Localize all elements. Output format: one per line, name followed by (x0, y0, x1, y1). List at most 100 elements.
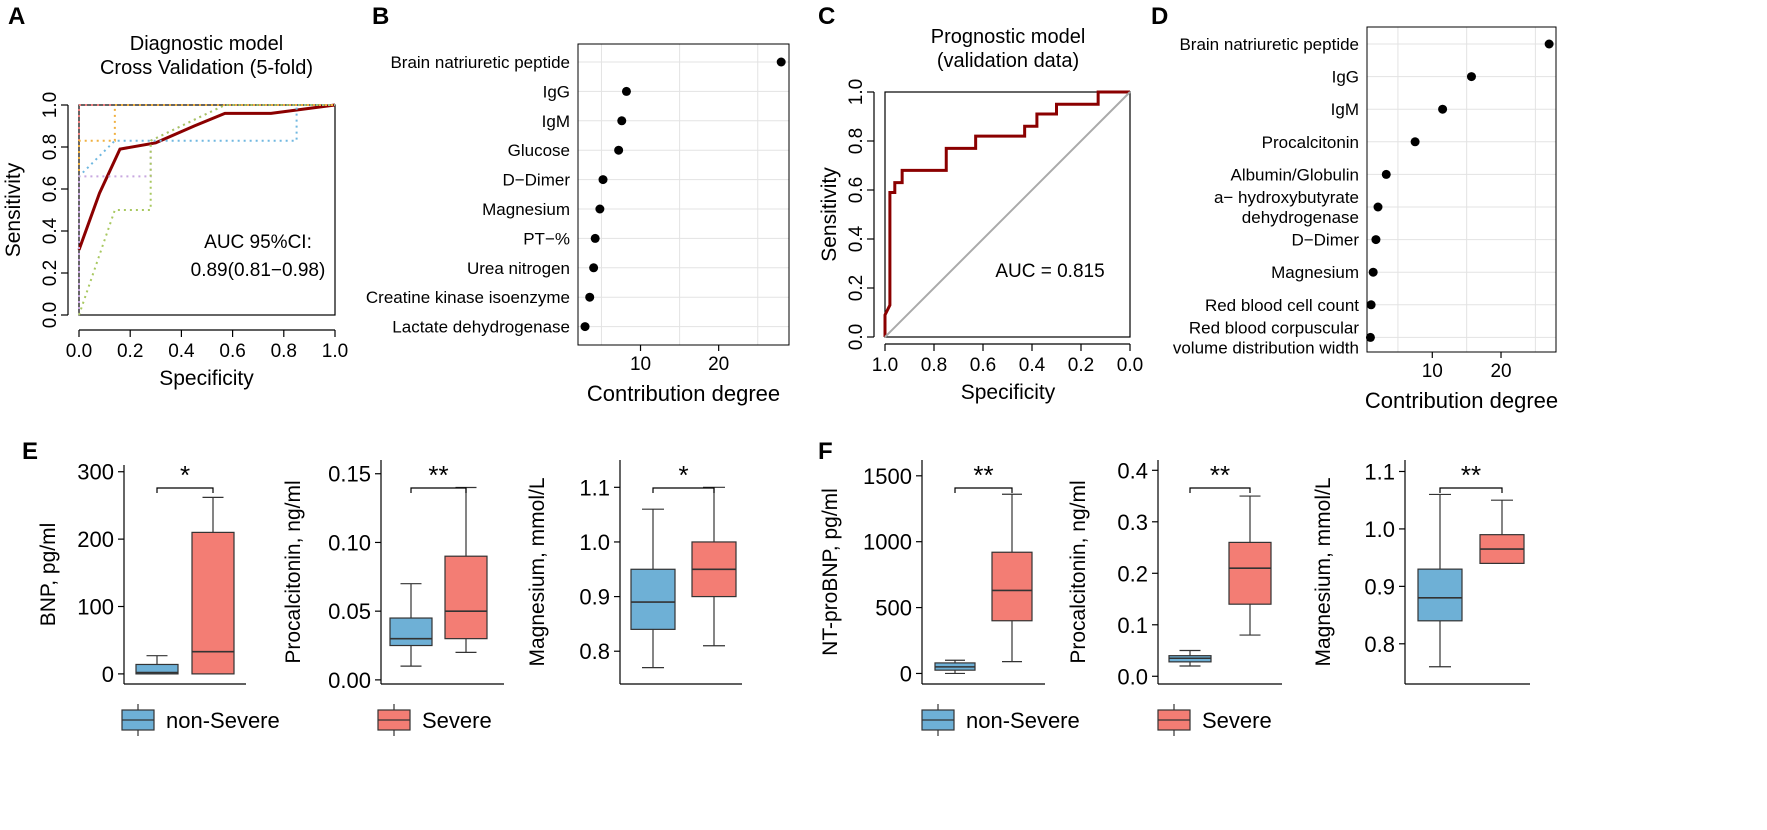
panel-a: A Diagnostic model Cross Validation (5-fol… (2, 3, 348, 390)
y-axis-label: NT-proBNP, pg/ml (819, 488, 842, 656)
y-tick-label: 0.0 (846, 324, 867, 350)
y-tick-label: 1.0 (40, 92, 61, 118)
roc-series-fold4 (78, 104, 335, 315)
x-axis-label: Specificity (961, 381, 1056, 404)
x-tick-label: 0.8 (271, 341, 297, 362)
y-axis-label: Procalcitonin, ng/ml (1067, 480, 1090, 663)
dot-2 (1466, 72, 1476, 82)
category-label: Magnesium (482, 200, 570, 219)
y-tick-label: 1.1 (579, 475, 610, 500)
y-tick-label: 0.0 (40, 302, 61, 328)
auc-annotation: AUC 95%CI: 0.89(0.81−0.98) (191, 232, 326, 281)
dot-2 (621, 86, 631, 96)
auc-annotation: AUC = 0.815 (995, 261, 1104, 282)
dot-4 (614, 145, 624, 155)
roc-series-fold5 (78, 104, 335, 316)
y-tick-label: 0.9 (579, 585, 610, 610)
box-non-severe (389, 617, 433, 647)
x-tick-label: 0.0 (1117, 355, 1143, 376)
dot-5 (598, 175, 608, 185)
significance-bracket (410, 487, 467, 493)
grid (578, 44, 789, 345)
y-tick-label: 0 (102, 662, 114, 687)
dot-10 (580, 322, 590, 332)
x-tick-label: 0.6 (970, 355, 996, 376)
plot-frame (577, 43, 790, 346)
legend-non-severe-label: non-Severe (966, 708, 1080, 733)
chart-title: Diagnostic model Cross Validation (5-fold… (100, 33, 313, 79)
panel-letter-c: C (818, 3, 835, 30)
category-label: Magnesium (1271, 263, 1359, 282)
panel-b: B 10 20 Brain natriuretic peptide IgG IgM Gluc… (366, 3, 790, 406)
y-tick-label: 0.2 (40, 260, 61, 286)
panel-letter-f: F (818, 438, 833, 465)
y-tick-label: 1500 (863, 464, 912, 489)
grid (1367, 27, 1556, 352)
significance-bracket (1189, 487, 1251, 493)
y-axis-label: Sensitivity (818, 167, 841, 262)
y-tick-label: 1.0 (579, 530, 610, 555)
x-tick-label: 0.2 (1068, 355, 1094, 376)
significance-label: ** (428, 460, 448, 490)
significance-bracket (1439, 487, 1503, 493)
y-axis-label: Magnesium, mmol/L (526, 477, 549, 666)
y-tick-label: 0.9 (1364, 574, 1395, 599)
box-non-severe (630, 568, 676, 630)
y-tick-label: 0.2 (846, 275, 867, 301)
y-tick-label: 0.05 (328, 599, 371, 624)
dot-7 (590, 233, 600, 243)
significance-bracket (156, 487, 214, 493)
panel-letter-d: D (1151, 3, 1168, 30)
x-tick-label: 20 (1490, 361, 1511, 382)
x-tick-label: 20 (708, 354, 729, 375)
dot-1 (776, 57, 786, 67)
box-severe (191, 531, 235, 675)
y-tick-label: 0.4 (1117, 458, 1148, 483)
y-tick-label: 0.4 (40, 217, 61, 244)
roc-series-reference (884, 91, 1131, 338)
panel-letter-e: E (22, 438, 38, 465)
category-label: IgG (543, 82, 570, 101)
x-tick-label: 0.4 (168, 341, 195, 362)
category-label: D−Dimer (502, 171, 570, 190)
category-label: Red blood corpuscular volume distribution… (1173, 318, 1359, 357)
box-non-severe (1417, 568, 1463, 622)
category-label: IgM (542, 112, 570, 131)
x-tick-label: 0.0 (66, 341, 92, 362)
significance-bracket (652, 487, 715, 493)
y-axis-label: Magnesium, mmol/L (1312, 477, 1335, 666)
y-tick-label: 200 (77, 527, 114, 552)
significance-label: * (678, 460, 688, 490)
category-label: Lactate dehydrogenase (392, 318, 570, 337)
dot-8 (589, 263, 599, 273)
x-axis-label: Contribution degree (587, 381, 780, 406)
plot-frame (1366, 26, 1557, 353)
category-label: Procalcitonin (1262, 133, 1359, 152)
y-axis-label: Sensitivity (2, 162, 25, 257)
significance-label: ** (973, 460, 993, 490)
roc-series-fold1 (78, 104, 335, 315)
y-tick-label: 0.2 (1117, 561, 1148, 586)
dot-5 (1381, 169, 1391, 179)
category-label: D−Dimer (1291, 231, 1359, 250)
dot-3 (1438, 104, 1448, 114)
y-tick-label: 1.0 (1364, 517, 1395, 542)
legend-severe-label: Severe (422, 708, 492, 733)
category-label: Brain natriuretic peptide (1179, 35, 1359, 54)
y-tick-label: 1.1 (1364, 459, 1395, 484)
roc-series-fold3 (78, 104, 335, 315)
y-tick-label: 0.0 (1117, 664, 1148, 689)
x-tick-label: 0.2 (117, 341, 143, 362)
panel-e: E 0 100 200 300 BNP, pg/ml * 0.00 0.05 0.10 0.15 Pr… (22, 438, 742, 736)
category-label: IgG (1332, 68, 1359, 87)
legend-non-severe-label: non-Severe (166, 708, 280, 733)
y-tick-label: 0.6 (846, 177, 867, 203)
y-tick-label: 0.6 (40, 176, 61, 202)
y-tick-label: 0.10 (328, 530, 371, 555)
panel-letter-a: A (8, 3, 25, 30)
dot-10 (1365, 332, 1375, 342)
dot-4 (1410, 137, 1420, 147)
box-severe (1228, 541, 1272, 605)
dot-9 (1366, 300, 1376, 310)
legend-severe-label: Severe (1202, 708, 1272, 733)
